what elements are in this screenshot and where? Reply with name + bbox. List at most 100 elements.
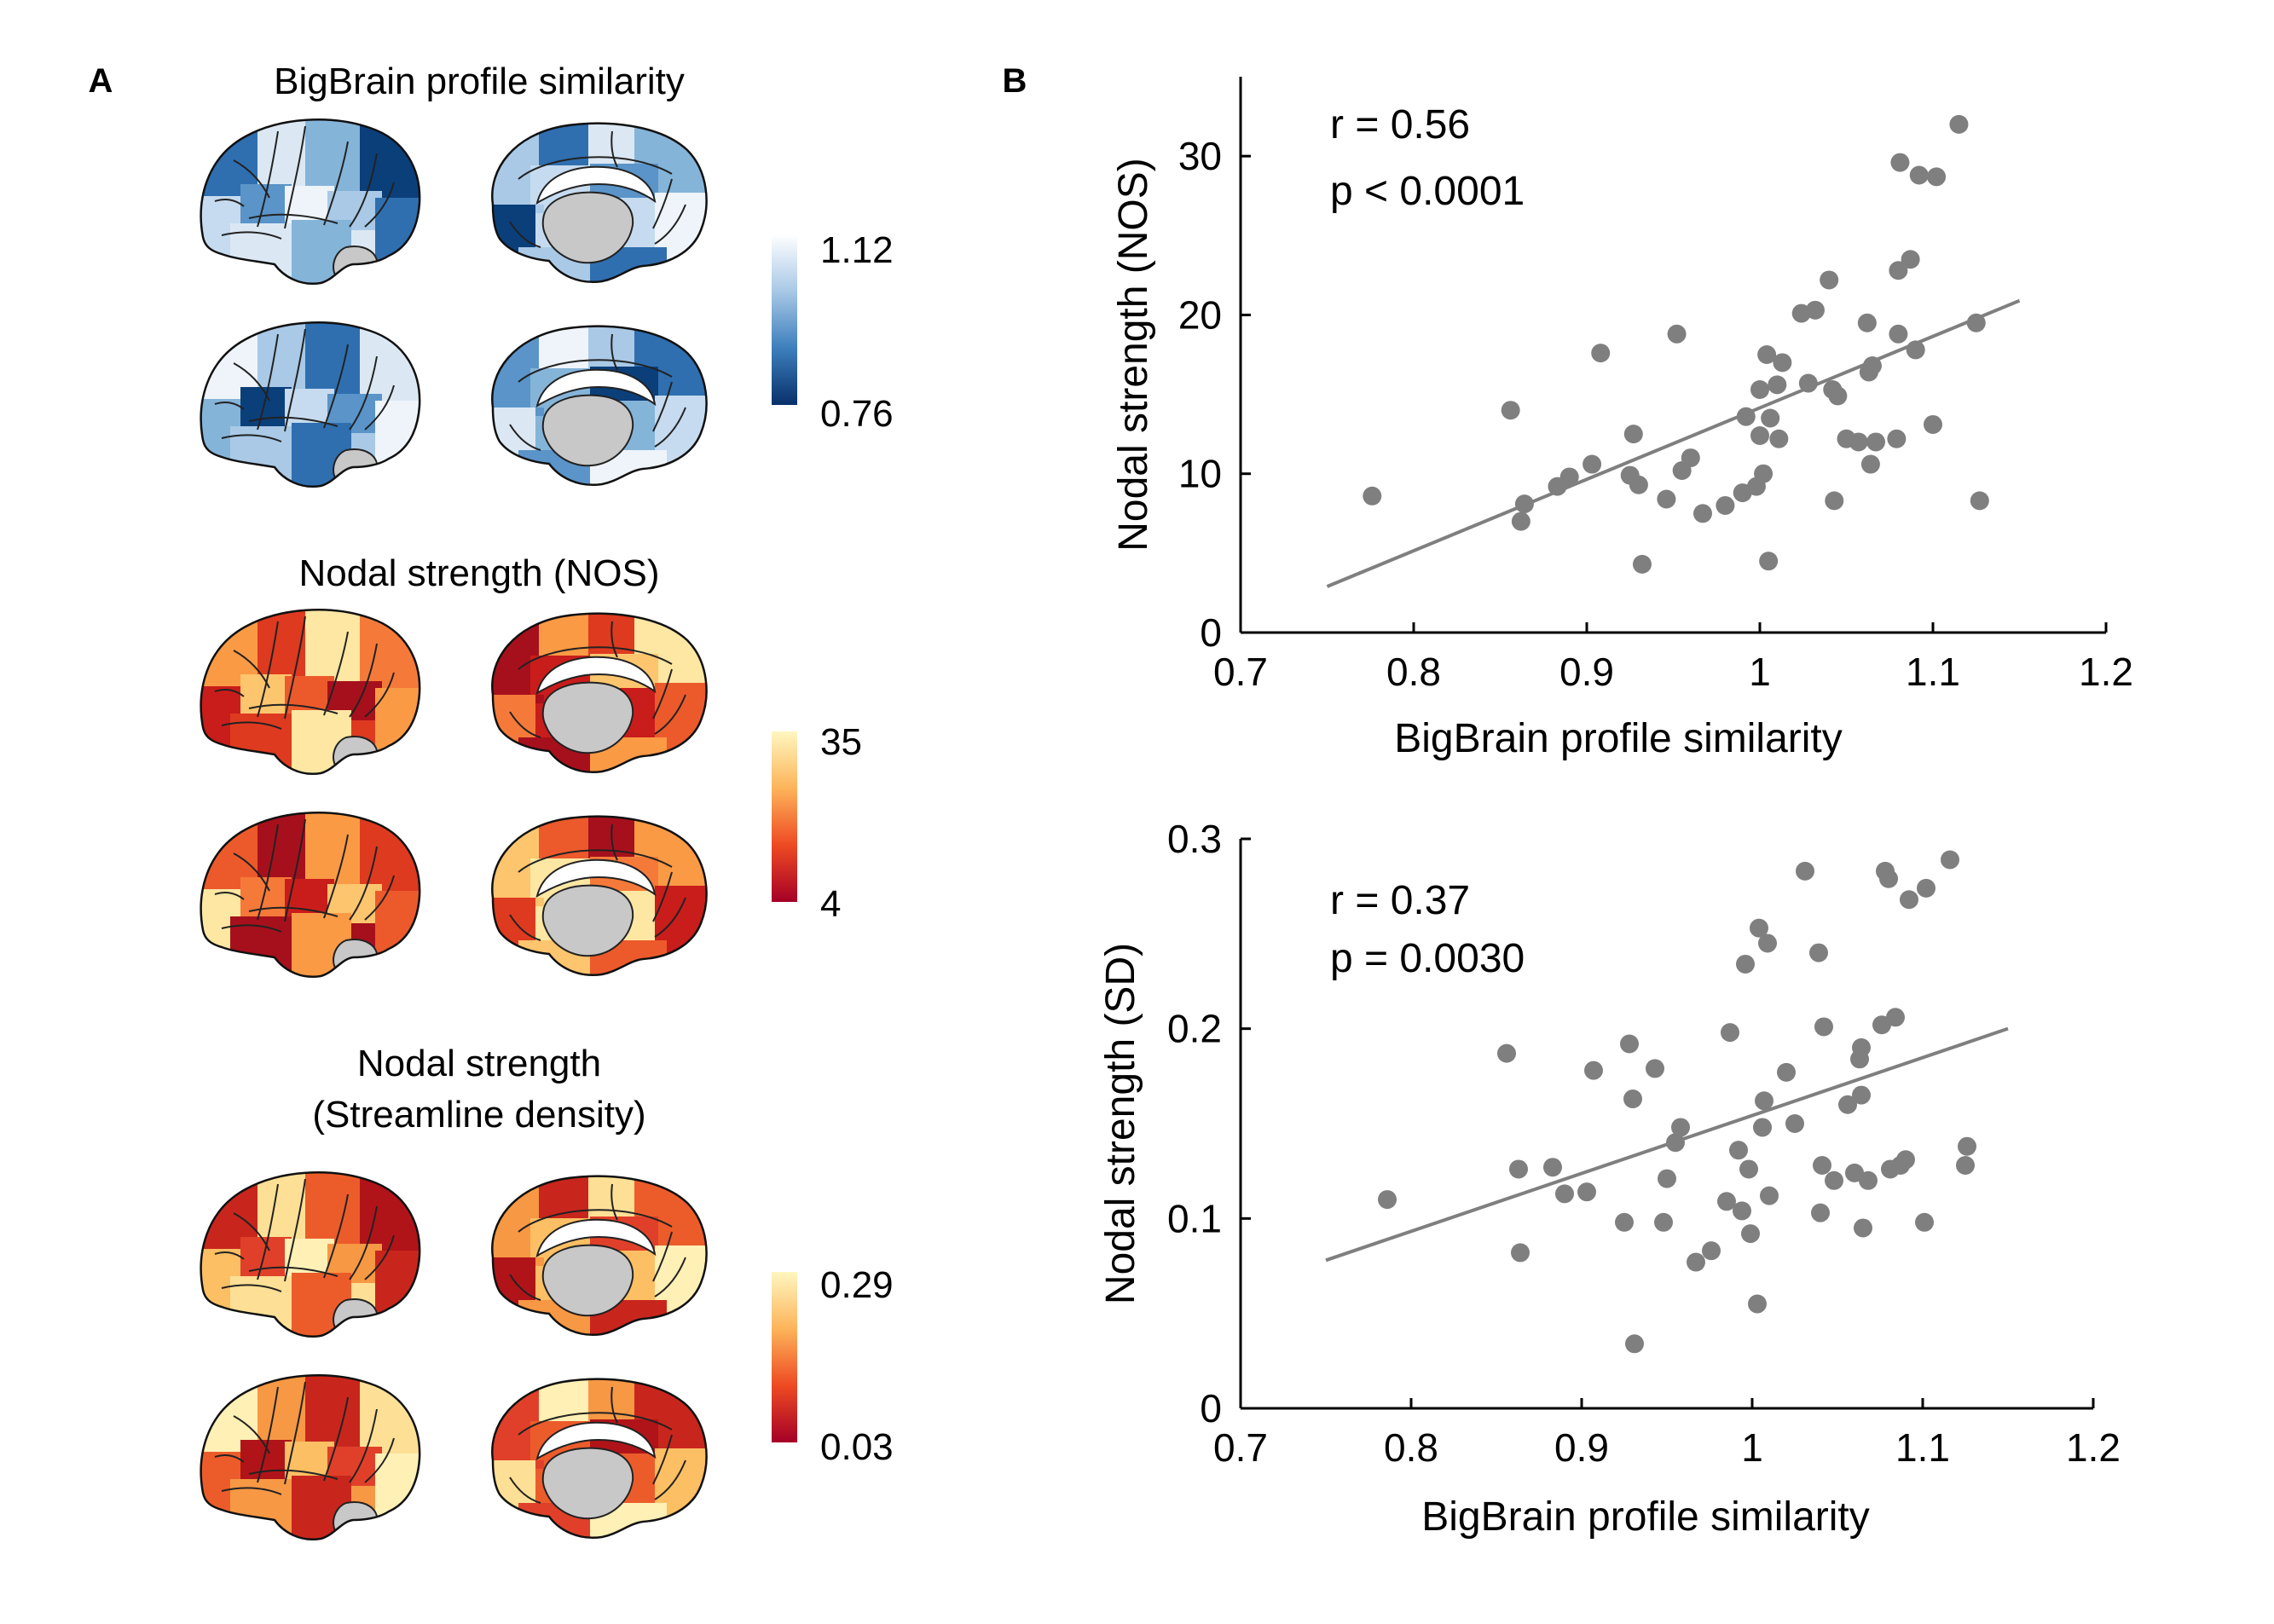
brain-sulcus: [323, 834, 349, 919]
brain-sulcus: [214, 689, 245, 697]
data-point: [1739, 1159, 1758, 1179]
brain-surface: [200, 322, 420, 487]
data-point: [1777, 1062, 1796, 1082]
brain-sulcus: [349, 846, 378, 921]
x-tick-label: 1: [1741, 1425, 1763, 1470]
scatter-nos: r = 0.56 p < 0.0001 BigBrain profile sim…: [1111, 77, 2133, 761]
data-point: [1623, 1089, 1642, 1109]
brain-medial-wall: [541, 1447, 634, 1520]
data-point: [1654, 1212, 1673, 1232]
data-point: [1632, 554, 1652, 574]
colorbar-min-label: 0.76: [820, 393, 894, 435]
regression-line: [1326, 298, 2021, 588]
brain-sulcus: [654, 897, 686, 938]
data-point: [1796, 861, 1814, 881]
x-tick-label: 0.8: [1386, 650, 1441, 694]
brain-sulcus: [652, 871, 673, 922]
brain-sulcus: [284, 1381, 306, 1485]
data-point: [1497, 1043, 1516, 1063]
brain-sulcus: [257, 333, 279, 431]
brain-region: [230, 223, 298, 275]
brain-region: [492, 1460, 535, 1537]
data-point: [1509, 1159, 1528, 1179]
data-point: [1620, 1034, 1639, 1054]
brain-sulcus: [652, 178, 673, 229]
data-point: [1514, 494, 1534, 514]
brain-grid-streamline: [200, 1171, 708, 1541]
brain-region: [305, 1172, 367, 1244]
data-point: [1825, 491, 1844, 511]
brain-region: [305, 610, 367, 681]
brain-sulcus: [233, 852, 270, 892]
brain-region: [257, 812, 310, 881]
x-tick-label: 1.2: [2066, 1425, 2121, 1470]
scatter-sd-y-axis-label: Nodal strength (SD): [1098, 943, 1143, 1304]
brain-medial-wall: [541, 191, 634, 264]
brain-sulcus: [233, 1212, 270, 1251]
data-point: [1890, 153, 1910, 172]
brain-outline: [200, 118, 421, 286]
brain-medial-wall: [541, 394, 634, 467]
data-point: [1927, 167, 1947, 187]
brain-sulcus: [221, 434, 282, 442]
brain-sulcus: [610, 1183, 618, 1221]
data-point: [1798, 373, 1818, 393]
data-point: [1629, 475, 1648, 494]
brain-sulcus: [509, 914, 541, 941]
brain-region: [539, 326, 593, 373]
brain-sulcus: [364, 672, 395, 718]
brain-sulcus: [652, 1231, 673, 1282]
colorbar-bar: [772, 234, 797, 405]
data-point: [1733, 1201, 1751, 1221]
data-point: [1625, 1334, 1644, 1354]
x-tick-label: 0.9: [1554, 1425, 1609, 1470]
data-point: [1753, 1118, 1772, 1137]
data-point: [1755, 1091, 1773, 1111]
brain-sulcus: [509, 221, 541, 248]
colorbar-bar: [772, 731, 797, 902]
brain-medial-right: [491, 815, 708, 977]
brain-sulcus: [221, 1487, 282, 1495]
brain-region: [257, 119, 310, 188]
brain-outline: [491, 815, 708, 977]
data-point: [1511, 511, 1530, 531]
brain-grid-similarity: [200, 118, 708, 488]
data-point: [1758, 933, 1777, 953]
brain-corpus-callosum: [535, 1218, 657, 1258]
brain-sulcus: [257, 1386, 279, 1483]
brain-sulcus: [509, 424, 541, 451]
data-point: [1809, 943, 1828, 962]
brain-medial-left: [491, 612, 708, 774]
data-point: [1667, 324, 1687, 344]
brain-region: [230, 426, 298, 477]
data-point: [1887, 429, 1907, 448]
y-tick-label: 20: [1178, 292, 1222, 337]
brain-region: [305, 812, 367, 884]
y-tick-label: 0: [1200, 1386, 1222, 1430]
brain-lateral-left: [200, 609, 421, 776]
brain-sulcus: [518, 156, 673, 180]
data-point: [1501, 401, 1520, 420]
brain-sulcus: [654, 407, 686, 448]
map-nos: Nodal strength (NOS) 35 4: [200, 552, 862, 979]
brain-sulcus: [221, 721, 282, 730]
brain-corpus-callosum: [535, 368, 657, 408]
brain-sulcus: [233, 650, 270, 689]
brain-outline: [491, 325, 708, 487]
brain-sulcus: [349, 355, 378, 431]
brain-sulcus: [233, 1415, 270, 1454]
brain-region: [539, 816, 593, 864]
map-streamline-title-line2: (Streamline density): [312, 1094, 645, 1136]
brain-sulcus: [323, 1396, 349, 1482]
map-similarity: BigBrain profile similarity 1.12 0.76: [200, 61, 894, 488]
brain-sulcus: [364, 1437, 395, 1483]
brain-sulcus: [364, 875, 395, 921]
brain-sulcus: [610, 824, 618, 861]
colorbar-max-label: 0.29: [820, 1264, 894, 1306]
brain-sulcus: [364, 384, 395, 431]
brain-region: [539, 1378, 593, 1426]
panel-b-letter: B: [1003, 62, 1027, 100]
brain-medial-left: [491, 122, 708, 284]
brain-sulcus: [257, 621, 279, 718]
brain-outline: [200, 1374, 421, 1541]
